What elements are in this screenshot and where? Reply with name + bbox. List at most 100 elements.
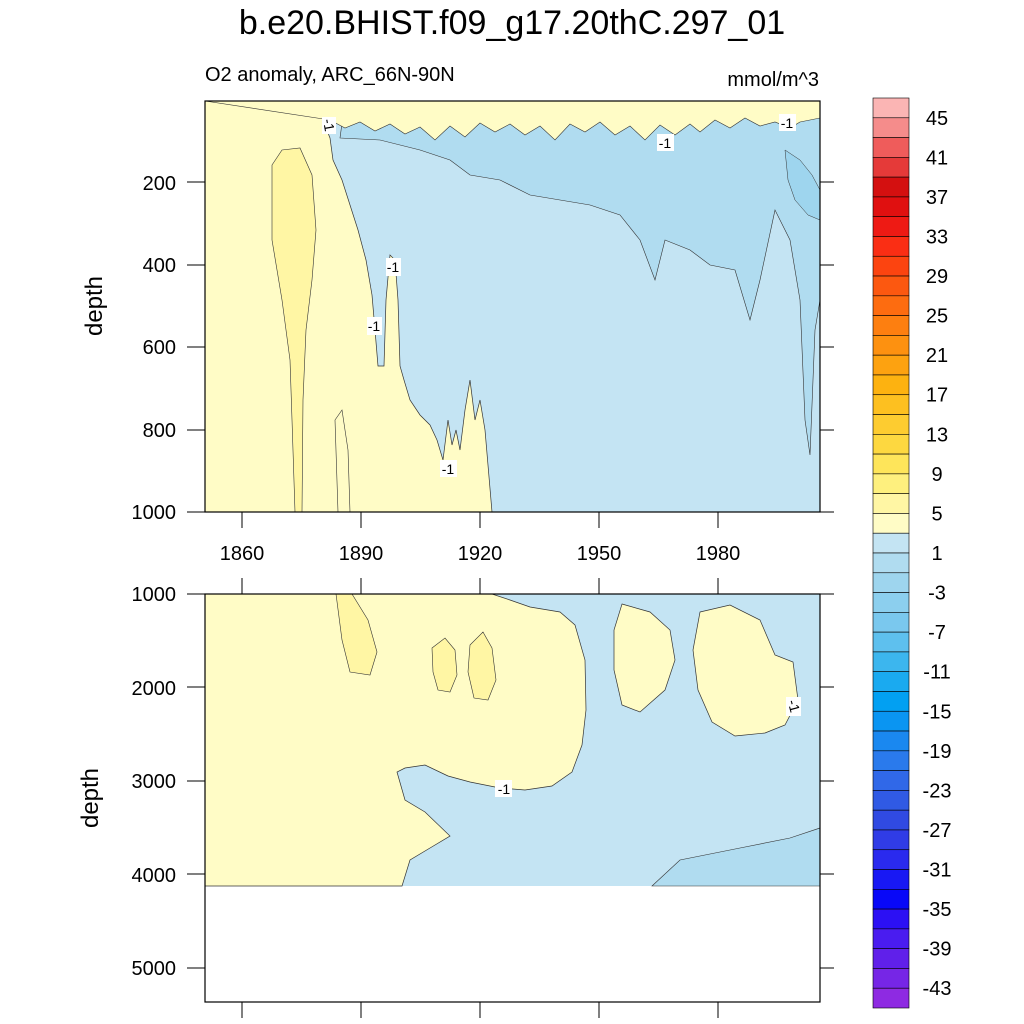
colorbar-box <box>872 196 910 217</box>
lower-plot-frame <box>204 593 821 1003</box>
upper-contour-labels: -1 -1 -1 -1 -1 -1 <box>320 114 796 477</box>
upper-y-axis-label: depth <box>81 276 108 336</box>
y-tick-label: 600 <box>143 337 176 359</box>
colorbar-box <box>872 730 910 752</box>
colorbar-label: 9 <box>931 464 942 486</box>
colorbar-box <box>872 968 910 989</box>
variable-label: O2 anomaly, ARC_66N-90N <box>205 64 455 86</box>
colorbar-box <box>872 137 910 158</box>
y-tick-label: 4000 <box>132 865 177 887</box>
upper-region-neg3 <box>339 101 820 456</box>
colorbar-box <box>872 493 910 514</box>
colorbar-label: 29 <box>926 266 948 288</box>
colorbar-label: -3 <box>928 583 946 605</box>
y-tick-label: 3000 <box>132 771 177 793</box>
upper-plot-frame <box>204 100 821 513</box>
lower-tick-marks <box>187 578 834 1018</box>
colorbar-box <box>872 908 910 930</box>
colorbar-box <box>872 572 910 593</box>
colorbar-box <box>872 889 910 910</box>
colorbar-box <box>872 671 910 692</box>
colorbar-box <box>872 829 910 851</box>
upper-region-positive-streak <box>334 409 351 512</box>
colorbar-box <box>872 275 910 297</box>
colorbar-label: -27 <box>923 820 952 842</box>
colorbar-box <box>872 691 910 712</box>
colorbar-box <box>872 315 910 336</box>
colorbar-box <box>872 710 910 732</box>
colorbar-box <box>872 216 910 237</box>
y-tick-label: 5000 <box>132 958 177 980</box>
colorbar-box <box>872 849 910 870</box>
colorbar-box <box>872 948 910 969</box>
lower-y-axis: 1000 2000 3000 4000 5000 <box>132 584 177 980</box>
colorbar-label: -35 <box>923 899 952 921</box>
contour-label: -1 <box>779 114 796 131</box>
colorbar-box <box>872 770 910 791</box>
y-tick-label: 2000 <box>132 678 177 700</box>
colorbar-label: -19 <box>923 741 952 763</box>
svg-text:-1: -1 <box>785 698 804 714</box>
colorbar-box <box>872 453 910 475</box>
colorbar-label: -15 <box>923 701 952 723</box>
colorbar-label: -11 <box>923 662 950 684</box>
y-tick-label: 1000 <box>132 584 177 606</box>
colorbar-box <box>872 592 910 613</box>
upper-surface-noise <box>205 101 820 141</box>
x-tick-label: 1890 <box>339 543 384 565</box>
contour-label: -1 <box>657 134 674 151</box>
contour-label: -1 <box>495 780 512 797</box>
colorbar-box <box>872 117 910 138</box>
colorbar-label: 21 <box>926 345 948 367</box>
upper-tick-marks <box>187 181 834 528</box>
colorbar-label: -43 <box>923 978 952 1000</box>
lower-contour-labels: -1 -1 <box>495 697 803 797</box>
colorbar-box <box>872 394 910 415</box>
contour-label: -1 <box>440 460 457 477</box>
colorbar-box <box>872 987 910 1009</box>
x-axis: 1860 1890 1920 1950 1980 <box>220 543 741 565</box>
colorbar-label: 1 <box>931 543 942 565</box>
colorbar-box <box>872 651 910 672</box>
svg-text:-1: -1 <box>659 135 672 151</box>
units-label: mmol/m^3 <box>727 69 819 91</box>
colorbar-box <box>872 295 910 316</box>
x-tick-label: 1980 <box>696 543 741 565</box>
svg-text:-1: -1 <box>781 115 794 131</box>
colorbar-box <box>872 532 910 554</box>
colorbar-box <box>872 928 910 949</box>
colorbar-box <box>872 750 910 771</box>
colorbar: 45 41 37 33 29 25 21 17 13 9 5 1 -3 -7 -11 -15 -19 -23 -27… <box>872 97 952 1009</box>
colorbar-box <box>872 473 910 494</box>
colorbar-label: 41 <box>926 147 948 169</box>
lower-region-neg3 <box>651 827 820 887</box>
upper-panel: -1 -1 -1 -1 -1 -1 200 400 600 800 1000 d… <box>81 100 834 565</box>
colorbar-label: 25 <box>926 306 948 328</box>
y-tick-label: 1000 <box>132 502 177 524</box>
colorbar-box <box>872 255 910 277</box>
colorbar-box <box>872 157 910 178</box>
colorbar-box <box>872 335 910 356</box>
upper-region-positive-column <box>271 147 317 512</box>
colorbar-label: 37 <box>926 187 948 209</box>
colorbar-box <box>872 809 910 831</box>
colorbar-label: 17 <box>926 385 948 407</box>
contour-label: -1 <box>367 317 382 335</box>
colorbar-label: 13 <box>926 424 948 446</box>
colorbar-box <box>872 869 910 890</box>
upper-region-neg5 <box>784 149 820 221</box>
colorbar-box <box>872 552 910 574</box>
svg-text:-1: -1 <box>442 461 455 477</box>
colorbar-label: -23 <box>923 780 952 802</box>
colorbar-box <box>872 790 910 811</box>
x-tick-label: 1950 <box>577 543 622 565</box>
colorbar-box <box>872 434 910 455</box>
lower-y-axis-label: depth <box>77 768 104 828</box>
contour-label: -1 <box>386 258 401 276</box>
svg-text:-1: -1 <box>320 117 338 132</box>
upper-y-axis: 200 400 600 800 1000 <box>132 173 177 524</box>
lower-lobe-e <box>335 594 378 676</box>
colorbar-box <box>872 176 910 198</box>
svg-text:-1: -1 <box>387 259 400 275</box>
